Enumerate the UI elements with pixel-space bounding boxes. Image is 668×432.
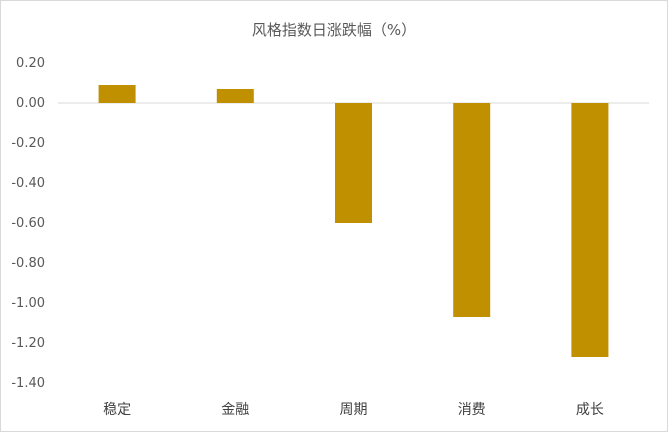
x-category-label: 金融: [221, 402, 249, 418]
bar: [571, 103, 609, 357]
x-category-label: 消费: [458, 402, 486, 418]
y-tick-label: -0.40: [11, 176, 45, 191]
y-tick-label: -1.40: [11, 376, 45, 391]
y-tick-label: -1.00: [11, 296, 45, 311]
y-tick-label: -0.60: [11, 216, 45, 231]
y-tick-label: -0.20: [11, 136, 45, 151]
bar: [335, 103, 372, 223]
y-tick-label: 0.20: [16, 56, 45, 71]
y-tick-label: -1.20: [11, 336, 45, 351]
bar: [216, 89, 254, 103]
y-tick-label: 0.00: [16, 96, 45, 111]
y-tick-label: -0.80: [11, 256, 45, 271]
x-category-label: 稳定: [103, 402, 131, 418]
chart-title: 风格指数日涨跌幅（%）: [251, 21, 417, 39]
bar: [98, 85, 136, 103]
x-category-label: 周期: [340, 402, 368, 418]
bar: [453, 103, 491, 317]
x-category-label: 成长: [576, 402, 604, 418]
